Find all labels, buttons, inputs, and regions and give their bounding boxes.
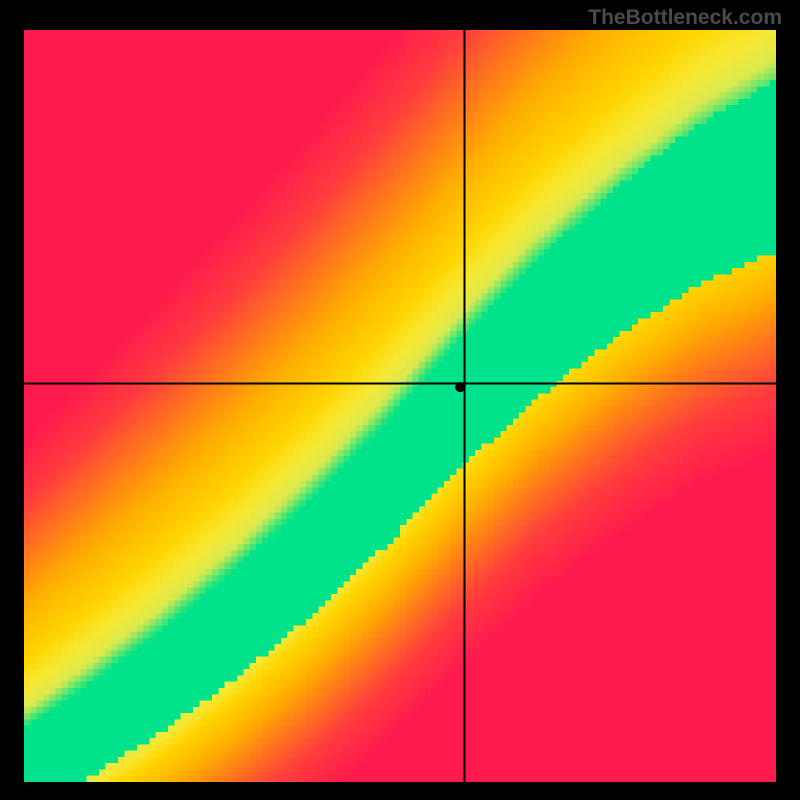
heatmap-plot <box>24 30 776 782</box>
chart-container: TheBottleneck.com <box>0 0 800 800</box>
watermark-text: TheBottleneck.com <box>588 6 782 30</box>
overlay-canvas <box>24 30 776 782</box>
